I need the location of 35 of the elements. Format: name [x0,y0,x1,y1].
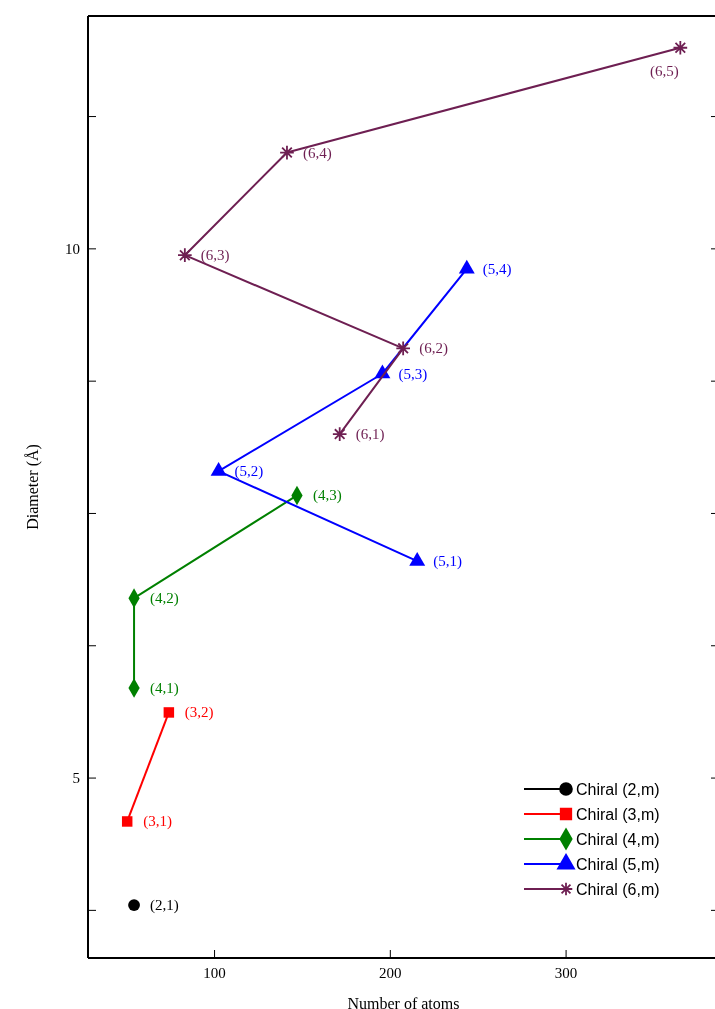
point [395,340,411,357]
point [121,816,133,827]
legend-label: Chiral (2,m) [576,781,660,798]
annotation: (6,1) [355,426,385,444]
annotation: (6,4) [302,144,332,162]
annotation: (5,3) [398,365,428,383]
x-axis-title: Number of atoms [347,995,460,1009]
annotation: (3,1) [143,813,172,831]
point [128,899,140,911]
legend-label: Chiral (6,m) [576,881,660,898]
x-tick-label: 200 [379,965,402,981]
annotation: (4,1) [150,680,179,698]
legend-label: Chiral (5,m) [576,856,660,873]
legend-label: Chiral (4,m) [576,831,660,848]
point [331,426,348,442]
annotation: (6,3) [200,247,230,265]
y-tick-label: 5 [72,770,80,787]
point [177,247,193,263]
annotation: (6,2) [419,340,448,358]
annotation: (2,1) [150,897,179,915]
x-tick-label: 300 [554,965,578,981]
y-tick-label: 10 [65,240,80,257]
point [163,707,175,718]
annotation: (5,1) [433,553,462,571]
point [672,40,689,56]
y-axis-title: Diameter (Å) [24,444,42,530]
point [279,144,295,161]
annotation: (4,3) [312,487,342,505]
annotation: (3,2) [184,704,214,722]
annotation: (5,2) [234,463,264,481]
annotation: (6,5) [649,62,679,80]
x-tick-label: 100 [203,965,226,981]
annotation: (4,2) [150,590,179,608]
legend-label: Chiral (3,m) [576,806,660,823]
annotation: (5,4) [482,260,512,278]
